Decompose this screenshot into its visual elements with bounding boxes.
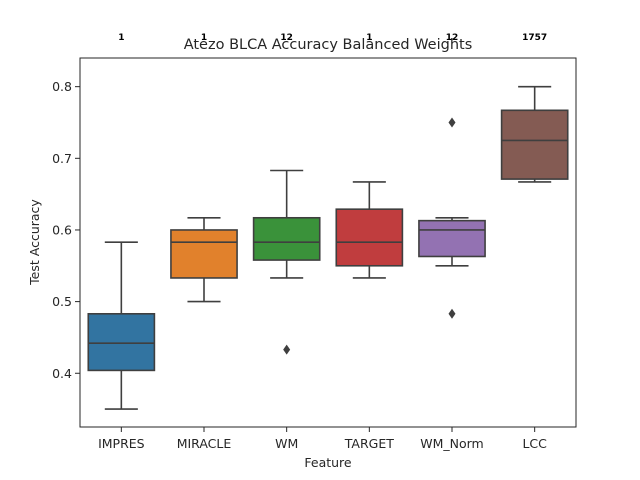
- y-tick-label: 0.4: [52, 366, 72, 381]
- outlier-point: [448, 308, 456, 319]
- y-tick-label: 0.7: [52, 151, 72, 166]
- axes: 0.4 0.5 0.6 0.7 0.8 IMPRES MIRACLE WM TARGET WM_N…: [52, 79, 547, 451]
- box-iqr: [87, 312, 156, 372]
- box-iqr: [335, 208, 404, 267]
- box-group-wm-norm: [418, 117, 486, 319]
- count-label: 1: [201, 33, 207, 43]
- box-group-impres: [87, 241, 156, 410]
- count-label: 1: [366, 33, 372, 43]
- plot-area: 1 1 12 1 12 1757: [87, 33, 569, 410]
- y-tick-label: 0.8: [52, 79, 72, 94]
- y-tick-label: 0.5: [52, 294, 72, 309]
- box-iqr: [418, 219, 486, 258]
- count-label: 1757: [522, 33, 547, 43]
- box-iqr: [500, 109, 569, 180]
- x-axis-label: Feature: [304, 455, 352, 470]
- x-tick-label: WM_Norm: [420, 436, 484, 451]
- x-tick-label: TARGET: [344, 436, 394, 451]
- box-group-lcc: [500, 85, 569, 183]
- count-label: 12: [446, 33, 459, 43]
- outlier-point: [448, 117, 456, 128]
- box-iqr: [252, 216, 321, 261]
- outlier-point: [283, 344, 291, 355]
- box-iqr: [170, 229, 238, 279]
- x-tick-label: MIRACLE: [177, 436, 232, 451]
- count-label: 12: [280, 33, 293, 43]
- plot-frame: [79, 57, 577, 428]
- box-group-target: [335, 181, 404, 279]
- count-label: 1: [118, 33, 124, 43]
- y-tick-label: 0.6: [52, 222, 72, 237]
- box-group-wm: [252, 169, 321, 355]
- x-tick-label: WM: [275, 436, 298, 451]
- box-group-miracle: [170, 216, 238, 303]
- chart-title: Atezo BLCA Accuracy Balanced Weights: [184, 37, 473, 53]
- y-axis-label: Test Accuracy: [27, 199, 42, 286]
- x-tick-label: LCC: [522, 436, 547, 451]
- x-tick-label: IMPRES: [98, 436, 145, 451]
